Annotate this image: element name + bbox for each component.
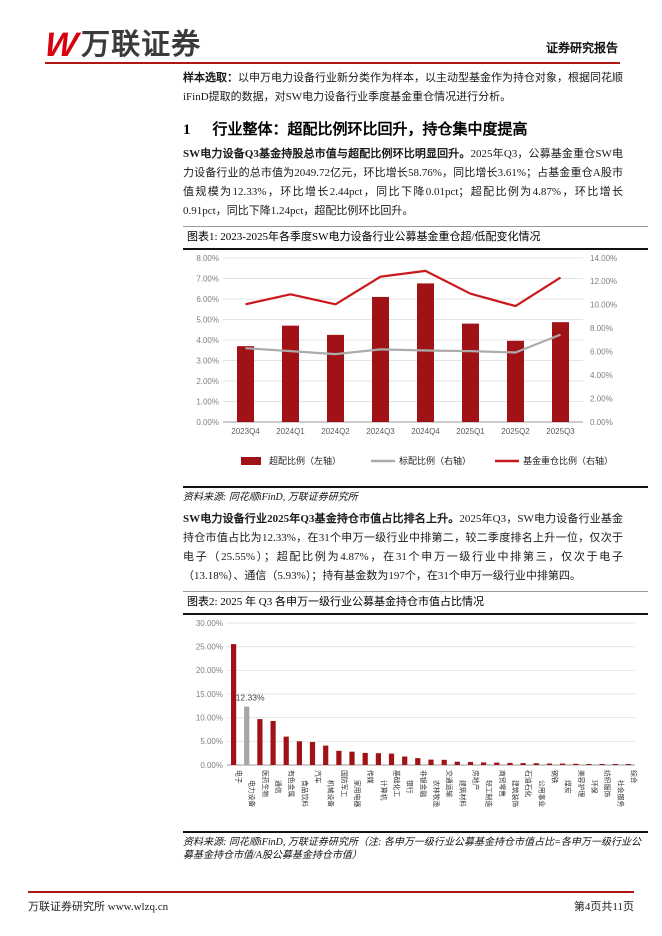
- svg-text:2024Q3: 2024Q3: [366, 427, 395, 436]
- figure-2-chart-area: 0.00% 5.00% 10.00% 15.00% 20.00% 25.00% 30.00%…: [183, 615, 648, 833]
- svg-text:轻工制造: 轻工制造: [485, 780, 494, 807]
- svg-text:通信: 通信: [274, 780, 283, 794]
- svg-text:纺织服饰: 纺织服饰: [603, 770, 612, 797]
- svg-text:2025Q1: 2025Q1: [456, 427, 485, 436]
- wanlian-logo: W 万联证券: [42, 26, 202, 64]
- figure-1-chart-area: 0.00% 1.00% 2.00% 3.00% 4.00% 5.00% 6.00% 7.00%…: [183, 250, 648, 488]
- svg-text:4.00%: 4.00%: [196, 336, 219, 345]
- svg-text:建筑材料: 建筑材料: [458, 780, 467, 807]
- svg-text:交通运输: 交通运输: [445, 770, 454, 797]
- svg-text:商贸零售: 商贸零售: [498, 770, 507, 797]
- industry-holding-ratio-chart: 0.00% 5.00% 10.00% 15.00% 20.00% 25.00% 30.00%…: [196, 618, 639, 807]
- svg-text:国防军工: 国防军工: [340, 770, 349, 797]
- logo-company-name: 万联证券: [81, 29, 202, 61]
- svg-text:30.00%: 30.00%: [196, 618, 223, 627]
- section-heading: 1 行业整体：超配比例环比回升，持仓集中度提高: [183, 120, 648, 140]
- paragraph-1-text: 2025年Q3，公募基金重仓SW电力设备行业的总市值为2049.72亿元，环比增…: [183, 148, 623, 217]
- svg-text:7.00%: 7.00%: [196, 274, 219, 283]
- svg-text:计算机: 计算机: [379, 780, 388, 801]
- svg-text:电子: 电子: [235, 770, 244, 784]
- svg-text:0.00%: 0.00%: [200, 760, 223, 769]
- svg-text:0.00%: 0.00%: [590, 418, 613, 427]
- svg-text:传媒: 传媒: [366, 770, 375, 784]
- svg-text:2.00%: 2.00%: [196, 377, 219, 386]
- sample-selection-text: 以申万电力设备行业新分类作为样本，以主动型基金作为持仓对象，根据同花顺iFinD…: [183, 72, 623, 103]
- svg-text:1.00%: 1.00%: [196, 397, 219, 406]
- figure-1: 图表1: 2023-2025年各季度SW电力设备行业公募基金重仓超/低配变化情况…: [183, 226, 648, 488]
- paragraph-1-lead: SW电力设备Q3基金持股总市值与超配比例环比明显回升。: [183, 148, 471, 160]
- footer-page-number: 第4页共11页: [573, 901, 634, 913]
- svg-text:标配比例（右轴）: 标配比例（右轴）: [399, 455, 471, 466]
- svg-text:14.00%: 14.00%: [590, 254, 617, 263]
- paragraph-2: SW电力设备行业2025年Q3基金持仓市值占比排名上升。2025年Q3，SW电力…: [183, 510, 623, 586]
- svg-text:有色金属: 有色金属: [287, 770, 296, 797]
- svg-text:石油石化: 石油石化: [524, 770, 533, 797]
- svg-text:2025Q3: 2025Q3: [546, 427, 575, 436]
- report-type-label: 证券研究报告: [545, 41, 618, 55]
- paragraph-2-lead: SW电力设备行业2025年Q3基金持仓市值占比排名上升。: [183, 512, 460, 525]
- svg-text:2.00%: 2.00%: [590, 394, 613, 403]
- svg-text:基金重仓比例（右轴）: 基金重仓比例（右轴）: [523, 455, 613, 466]
- svg-text:2024Q1: 2024Q1: [276, 427, 305, 436]
- svg-text:6.00%: 6.00%: [196, 295, 219, 304]
- svg-text:5.00%: 5.00%: [200, 737, 223, 746]
- svg-text:10.00%: 10.00%: [196, 713, 223, 722]
- svg-text:3.00%: 3.00%: [196, 356, 219, 365]
- footer-institute: 万联证券研究所 www.wlzq.cn: [28, 901, 169, 913]
- section-title: 行业整体：超配比例环比回升，持仓集中度提高: [212, 122, 528, 138]
- svg-text:医药生物: 医药生物: [261, 770, 270, 797]
- figure-1-caption: 图表1: 2023-2025年各季度SW电力设备行业公募基金重仓超/低配变化情况: [183, 227, 648, 250]
- logo-w-mark: W: [42, 26, 80, 64]
- svg-text:美容护理: 美容护理: [577, 770, 586, 797]
- svg-text:基础化工: 基础化工: [393, 770, 402, 797]
- paragraph-1: SW电力设备Q3基金持股总市值与超配比例环比明显回升。2025年Q3，公募基金重…: [183, 145, 623, 221]
- svg-text:15.00%: 15.00%: [196, 689, 223, 698]
- svg-text:食品饮料: 食品饮料: [300, 780, 309, 807]
- svg-text:2024Q4: 2024Q4: [411, 427, 440, 436]
- svg-text:非银金融: 非银金融: [419, 770, 428, 797]
- quarterly-overweight-chart: 0.00% 1.00% 2.00% 3.00% 4.00% 5.00% 6.00% 7.00%…: [196, 254, 617, 466]
- svg-text:6.00%: 6.00%: [590, 348, 613, 357]
- svg-text:综合: 综合: [629, 770, 638, 784]
- svg-text:2024Q2: 2024Q2: [321, 427, 350, 436]
- svg-text:8.00%: 8.00%: [590, 324, 613, 333]
- figure-2-caption: 图表2: 2025 年 Q3 各申万一级行业公募基金持仓市值占比情况: [183, 592, 648, 615]
- sample-selection-paragraph: 样本选取：以申万电力设备行业新分类作为样本，以主动型基金作为持仓对象，根据同花顺…: [183, 69, 623, 107]
- svg-text:电力设备: 电力设备: [248, 780, 257, 807]
- svg-text:超配比例（左轴）: 超配比例（左轴）: [269, 455, 341, 466]
- figure-2-source: 资料来源: 同花顺iFinD, 万联证券研究所（注: 各申万一级行业公募基金持仓…: [183, 836, 641, 862]
- svg-text:10.00%: 10.00%: [590, 301, 617, 310]
- figure-2: 图表2: 2025 年 Q3 各申万一级行业公募基金持仓市值占比情况 0.00%…: [183, 590, 648, 833]
- svg-text:8.00%: 8.00%: [196, 254, 219, 263]
- svg-text:银行: 银行: [406, 780, 415, 794]
- page-footer: 万联证券研究所 www.wlzq.cn 第4页共11页: [28, 891, 634, 914]
- svg-text:农林牧渔: 农林牧渔: [432, 780, 441, 807]
- svg-text:12.33%: 12.33%: [236, 692, 265, 702]
- svg-text:25.00%: 25.00%: [196, 642, 223, 651]
- svg-text:2025Q2: 2025Q2: [501, 427, 530, 436]
- svg-text:4.00%: 4.00%: [590, 371, 613, 380]
- svg-text:20.00%: 20.00%: [196, 666, 223, 675]
- svg-text:公用事业: 公用事业: [537, 780, 546, 807]
- sample-selection-lead: 样本选取：: [183, 72, 238, 84]
- svg-text:0.00%: 0.00%: [196, 418, 219, 427]
- svg-text:汽车: 汽车: [314, 770, 323, 784]
- svg-text:家用电器: 家用电器: [353, 780, 362, 807]
- svg-text:房地产: 房地产: [472, 770, 481, 791]
- svg-text:社会服务: 社会服务: [616, 780, 625, 807]
- svg-text:2023Q4: 2023Q4: [231, 427, 260, 436]
- report-body: 样本选取：以申万电力设备行业新分类作为样本，以主动型基金作为持仓对象，根据同花顺…: [183, 64, 648, 863]
- svg-text:机械设备: 机械设备: [327, 780, 336, 807]
- svg-text:煤炭: 煤炭: [564, 780, 573, 794]
- paragraph-2-text: 2025年Q3，SW电力设备行业基金持仓市值占比为12.33%，在31个申万一级…: [183, 512, 623, 582]
- svg-text:5.00%: 5.00%: [196, 315, 219, 324]
- figure-1-source: 资料来源: 同花顺iFinD, 万联证券研究所: [183, 492, 358, 503]
- svg-text:建筑装饰: 建筑装饰: [511, 780, 520, 807]
- section-number: 1: [183, 122, 191, 138]
- svg-text:环保: 环保: [590, 780, 599, 794]
- svg-text:12.00%: 12.00%: [590, 277, 617, 286]
- page-header: W 万联证券 证券研究报告: [42, 24, 620, 64]
- svg-text:钢铁: 钢铁: [551, 770, 560, 784]
